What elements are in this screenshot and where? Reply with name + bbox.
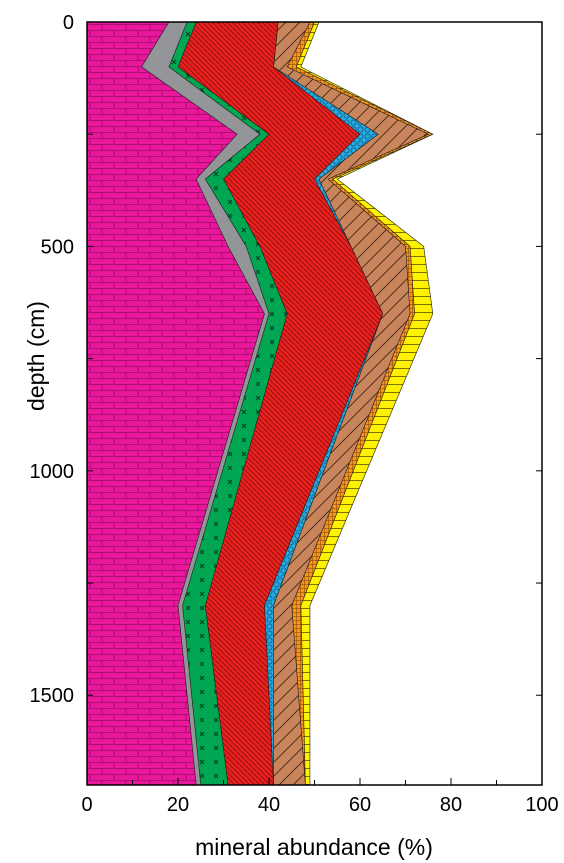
y-tick-label: 1000 <box>30 461 75 483</box>
x-tick-label: 40 <box>258 794 280 816</box>
x-axis-ticks: 0 20 40 60 80 100 <box>81 778 559 816</box>
y-axis-title: depth (cm) <box>23 301 49 411</box>
y-tick-label: 0 <box>63 12 74 34</box>
y-axis-ticks: 0 500 1000 1500 <box>30 12 542 707</box>
x-tick-label: 60 <box>349 794 371 816</box>
y-tick-label: 500 <box>41 236 74 258</box>
area-layers <box>86 21 434 786</box>
x-axis-title: mineral abundance (%) <box>195 834 433 860</box>
x-tick-label: 20 <box>167 794 189 816</box>
x-tick-label: 0 <box>81 794 92 816</box>
x-tick-label: 80 <box>440 794 462 816</box>
x-tick-label: 100 <box>525 794 558 816</box>
y-tick-label: 1500 <box>30 685 75 707</box>
